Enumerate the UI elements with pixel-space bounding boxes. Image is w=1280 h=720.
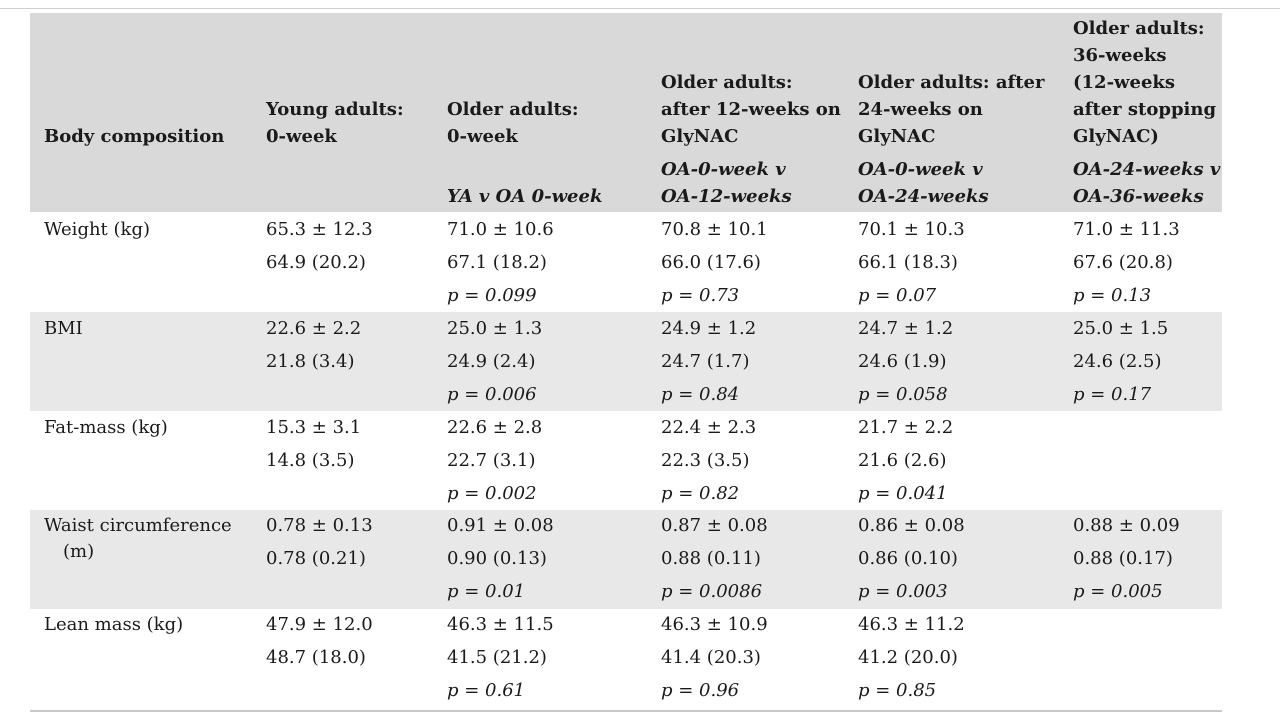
p-value: p = 0.13 <box>1073 285 1152 306</box>
row-band-bmi <box>30 312 1222 411</box>
mean-sd-value: 71.0 ± 11.3 <box>1073 219 1180 240</box>
p-value: p = 0.006 <box>447 384 537 405</box>
header-24-weeks-comparison-line2: OA-24-weeks <box>858 186 989 207</box>
header-12-weeks-line1: Older adults: <box>661 72 793 93</box>
mean-sd-value: 0.88 ± 0.09 <box>1073 515 1180 536</box>
p-value: p = 0.85 <box>858 680 937 701</box>
header-young-adults-line1: Young adults: <box>266 99 404 120</box>
mean-sd-value: 15.3 ± 3.1 <box>266 417 362 438</box>
mean-sd-value: 0.87 ± 0.08 <box>661 515 768 536</box>
header-older-adults-0-line1: Older adults: <box>447 99 579 120</box>
bottom-rule <box>30 710 1222 712</box>
mean-sd-value: 25.0 ± 1.5 <box>1073 318 1169 339</box>
mean-sd-value: 0.91 ± 0.08 <box>447 515 554 536</box>
header-12-weeks-comparison-line2: OA-12-weeks <box>661 186 792 207</box>
p-value: p = 0.002 <box>447 483 537 504</box>
table-header <box>30 13 1222 212</box>
mean-sd-value: 21.7 ± 2.2 <box>858 417 954 438</box>
mean-sd-value: 22.6 ± 2.8 <box>447 417 543 438</box>
header-36-weeks-line1: Older adults: <box>1073 18 1205 39</box>
median-iqr-value: 48.7 (18.0) <box>266 647 366 668</box>
mean-sd-value: 65.3 ± 12.3 <box>266 219 373 240</box>
p-value: p = 0.17 <box>1073 384 1152 405</box>
header-12-weeks-comparison-line1: OA-0-week v <box>661 159 786 180</box>
header-12-weeks-line2: after 12-weeks on <box>661 99 841 120</box>
median-iqr-value: 67.1 (18.2) <box>447 252 547 273</box>
mean-sd-value: 22.6 ± 2.2 <box>266 318 362 339</box>
mean-sd-value: 46.3 ± 11.5 <box>447 614 554 635</box>
median-iqr-value: 24.9 (2.4) <box>447 351 536 372</box>
mean-sd-value: 25.0 ± 1.3 <box>447 318 543 339</box>
mean-sd-value: 24.7 ± 1.2 <box>858 318 954 339</box>
median-iqr-value: 24.7 (1.7) <box>661 351 750 372</box>
p-value: p = 0.73 <box>661 285 740 306</box>
p-value: p = 0.003 <box>858 581 948 602</box>
header-older-adults-0-comparison: YA v OA 0-week <box>447 186 603 207</box>
median-iqr-value: 21.8 (3.4) <box>266 351 355 372</box>
median-iqr-value: 14.8 (3.5) <box>266 450 355 471</box>
median-iqr-value: 0.86 (0.10) <box>858 548 958 569</box>
header-24-weeks-line3: GlyNAC <box>858 126 936 147</box>
header-24-weeks-comparison-line1: OA-0-week v <box>858 159 983 180</box>
top-rule <box>0 8 1280 9</box>
median-iqr-value: 24.6 (1.9) <box>858 351 947 372</box>
header-36-weeks-comparison-line1: OA-24-weeks v <box>1073 159 1221 180</box>
median-iqr-value: 0.88 (0.11) <box>661 548 761 569</box>
mean-sd-value: 22.4 ± 2.3 <box>661 417 757 438</box>
header-36-weeks-comparison-line2: OA-36-weeks <box>1073 186 1204 207</box>
mean-sd-value: 70.1 ± 10.3 <box>858 219 965 240</box>
median-iqr-value: 0.90 (0.13) <box>447 548 547 569</box>
header-36-weeks-line2: 36-weeks <box>1073 45 1167 66</box>
row-band-waist <box>30 510 1222 609</box>
header-36-weeks-line4: after stopping <box>1073 99 1217 120</box>
header-24-weeks-line2: 24-weeks on <box>858 99 983 120</box>
median-iqr-value: 0.88 (0.17) <box>1073 548 1173 569</box>
median-iqr-value: 67.6 (20.8) <box>1073 252 1173 273</box>
p-value: p = 0.84 <box>661 384 740 405</box>
header-36-weeks-line5: GlyNAC) <box>1073 126 1159 147</box>
mean-sd-value: 0.86 ± 0.08 <box>858 515 965 536</box>
p-value: p = 0.61 <box>447 680 526 701</box>
median-iqr-value: 0.78 (0.21) <box>266 548 366 569</box>
mean-sd-value: 47.9 ± 12.0 <box>266 614 373 635</box>
header-older-adults-0-line2: 0-week <box>447 126 518 147</box>
median-iqr-value: 22.3 (3.5) <box>661 450 750 471</box>
mean-sd-value: 46.3 ± 10.9 <box>661 614 768 635</box>
header-young-adults-line2: 0-week <box>266 126 337 147</box>
header-body-composition: Body composition <box>44 126 225 147</box>
median-iqr-value: 66.0 (17.6) <box>661 252 761 273</box>
mean-sd-value: 46.3 ± 11.2 <box>858 614 965 635</box>
median-iqr-value: 41.5 (21.2) <box>447 647 547 668</box>
row-label: Waist circumference <box>44 515 232 536</box>
median-iqr-value: 64.9 (20.2) <box>266 252 366 273</box>
median-iqr-value: 66.1 (18.3) <box>858 252 958 273</box>
header-12-weeks-line3: GlyNAC <box>661 126 739 147</box>
p-value: p = 0.07 <box>858 285 937 306</box>
p-value: p = 0.0086 <box>661 581 763 602</box>
mean-sd-value: 0.78 ± 0.13 <box>266 515 373 536</box>
median-iqr-value: 41.2 (20.0) <box>858 647 958 668</box>
p-value: p = 0.041 <box>858 483 948 504</box>
header-36-weeks-line3: (12-weeks <box>1073 72 1176 93</box>
mean-sd-value: 70.8 ± 10.1 <box>661 219 768 240</box>
p-value: p = 0.005 <box>1073 581 1163 602</box>
row-label: Lean mass (kg) <box>44 614 184 635</box>
row-label: Weight (kg) <box>44 219 150 240</box>
row-label: (m) <box>63 541 95 562</box>
p-value: p = 0.82 <box>661 483 740 504</box>
row-label: Fat-mass (kg) <box>44 417 168 438</box>
p-value: p = 0.058 <box>858 384 948 405</box>
median-iqr-value: 41.4 (20.3) <box>661 647 761 668</box>
median-iqr-value: 21.6 (2.6) <box>858 450 947 471</box>
p-value: p = 0.099 <box>447 285 537 306</box>
mean-sd-value: 24.9 ± 1.2 <box>661 318 757 339</box>
row-label: BMI <box>44 318 83 339</box>
header-24-weeks-line1: Older adults: after <box>858 72 1045 93</box>
p-value: p = 0.96 <box>661 680 740 701</box>
p-value: p = 0.01 <box>447 581 526 602</box>
mean-sd-value: 71.0 ± 10.6 <box>447 219 554 240</box>
median-iqr-value: 24.6 (2.5) <box>1073 351 1162 372</box>
median-iqr-value: 22.7 (3.1) <box>447 450 536 471</box>
